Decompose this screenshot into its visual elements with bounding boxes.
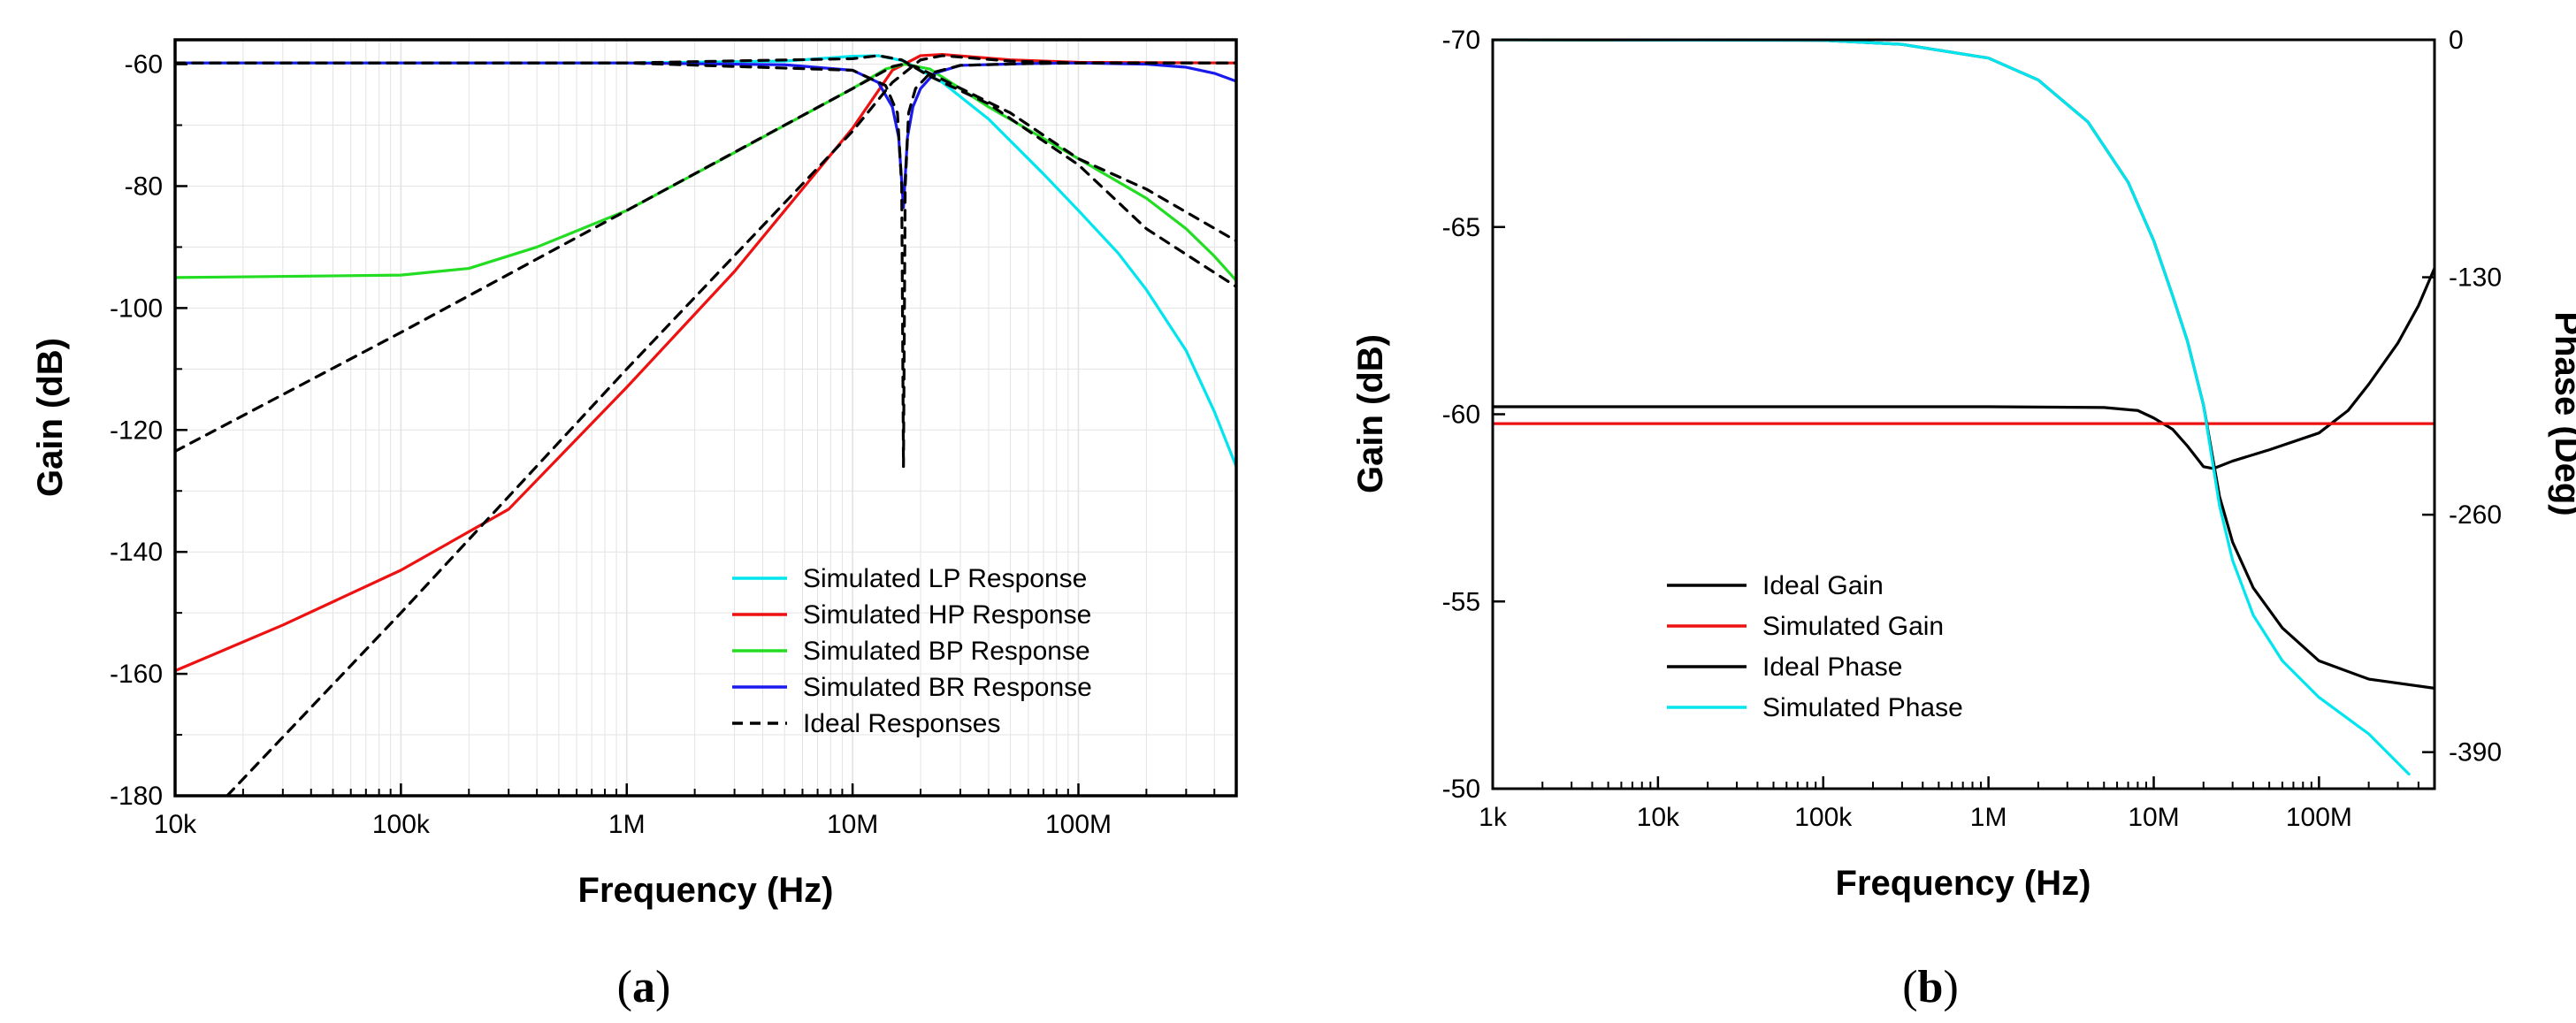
panel-letter-a: a <box>632 962 655 1012</box>
series-line-simulated-bp-response <box>175 62 1236 282</box>
legend-label-ideal-gain: Ideal Gain <box>1762 571 1884 600</box>
x-tick-label: 100k <box>1794 803 1853 832</box>
x-tick-label: 100M <box>2286 803 2352 832</box>
y-tick-label: -120 <box>110 416 163 445</box>
legend-b: Ideal Gain Simulated Gain Ideal Phase Si… <box>1667 571 1963 722</box>
legend-label-hp: Simulated HP Response <box>803 600 1091 630</box>
chart-panel-a: 10k 100k 1M 10M 100M -180 -160 -140 -120 -100 -80 -… <box>31 38 1238 1012</box>
x-tick-label: 10M <box>2128 803 2179 832</box>
series-line-simulated-lp-response <box>175 54 1236 469</box>
y-right-tick-label: -260 <box>2449 500 2502 530</box>
legend-label-br: Simulated BR Response <box>803 673 1092 702</box>
x-tick-label: 100k <box>372 810 431 839</box>
y-right-tick-label: 0 <box>2449 26 2464 55</box>
y-axis-title-b: Gain (dB) <box>1351 334 1390 493</box>
series-line-simulated-phase <box>1493 40 2411 776</box>
panel-letter-b: b <box>1918 962 1944 1012</box>
series-line-ideal-responses-2 <box>175 62 1236 454</box>
x-tick-label: 10k <box>154 810 197 839</box>
series-line-ideal-responses-4 <box>175 61 1236 469</box>
series-group-b <box>1493 40 2435 776</box>
series-line-ideal-gain <box>1493 266 2435 470</box>
x-axis-title-b: Frequency (Hz) <box>1836 864 2091 903</box>
series-line-ideal-responses-1 <box>175 54 1236 288</box>
x-tick-label: 100M <box>1045 810 1112 839</box>
series-line-ideal-phase <box>1493 40 2435 690</box>
legend-label-bp: Simulated BP Response <box>803 637 1090 666</box>
legend-label-lp: Simulated LP Response <box>803 564 1087 593</box>
y-right-tick-label: -130 <box>2449 263 2502 293</box>
gridlines-a <box>174 40 1237 797</box>
panel-label-a: (a) <box>617 962 671 1012</box>
legend-label-ideal: Ideal Responses <box>803 709 1000 738</box>
y-tick-label: -55 <box>1442 587 1480 616</box>
axis-ticks-b: 1k 10k 100k 1M 10M 100M -70 -65 -60 -55 -50 0 -130 -2… <box>1442 26 2502 832</box>
y-tick-label: -180 <box>110 782 163 811</box>
y-tick-label: -70 <box>1442 26 1480 55</box>
x-tick-label: 10M <box>827 810 878 839</box>
x-axis-title-a: Frequency (Hz) <box>578 871 834 910</box>
legend-label-ideal-phase: Ideal Phase <box>1762 653 1902 682</box>
y-tick-label: -65 <box>1442 213 1480 242</box>
y-tick-label: -50 <box>1442 775 1480 804</box>
y-tick-label: -80 <box>125 172 163 201</box>
plot-frame-b <box>1491 38 2436 790</box>
legend-label-simulated-phase: Simulated Phase <box>1762 693 1963 722</box>
x-tick-label: 1M <box>608 810 646 839</box>
axis-ticks-a: 10k 100k 1M 10M 100M -180 -160 -140 -120 -100 -80 -… <box>110 50 1216 839</box>
y-axis-title-a: Gain (dB) <box>31 338 70 497</box>
panel-label-b: (b) <box>1902 962 1959 1012</box>
y-tick-label: -100 <box>110 294 163 323</box>
legend-label-simulated-gain: Simulated Gain <box>1762 612 1944 641</box>
y-right-tick-label: -390 <box>2449 738 2502 767</box>
y-tick-label: -160 <box>110 660 163 689</box>
x-tick-label: 1M <box>1970 803 2007 832</box>
x-tick-label: 10k <box>1637 803 1680 832</box>
legend-a: Simulated LP Response Simulated HP Respo… <box>732 564 1092 738</box>
series-group-a <box>175 52 1236 796</box>
y-tick-label: -60 <box>1442 401 1480 430</box>
plot-frame-a <box>173 38 1238 798</box>
y-tick-label: -60 <box>125 50 163 80</box>
y-tick-label: -140 <box>110 538 163 567</box>
chart-panel-b: 1k 10k 100k 1M 10M 100M -70 -65 -60 -55 -50 0 -130 -2… <box>1351 26 2576 1012</box>
y-axis-title-right-b: Phase (Deg) <box>2548 311 2576 515</box>
x-tick-label: 1k <box>1479 803 1508 832</box>
